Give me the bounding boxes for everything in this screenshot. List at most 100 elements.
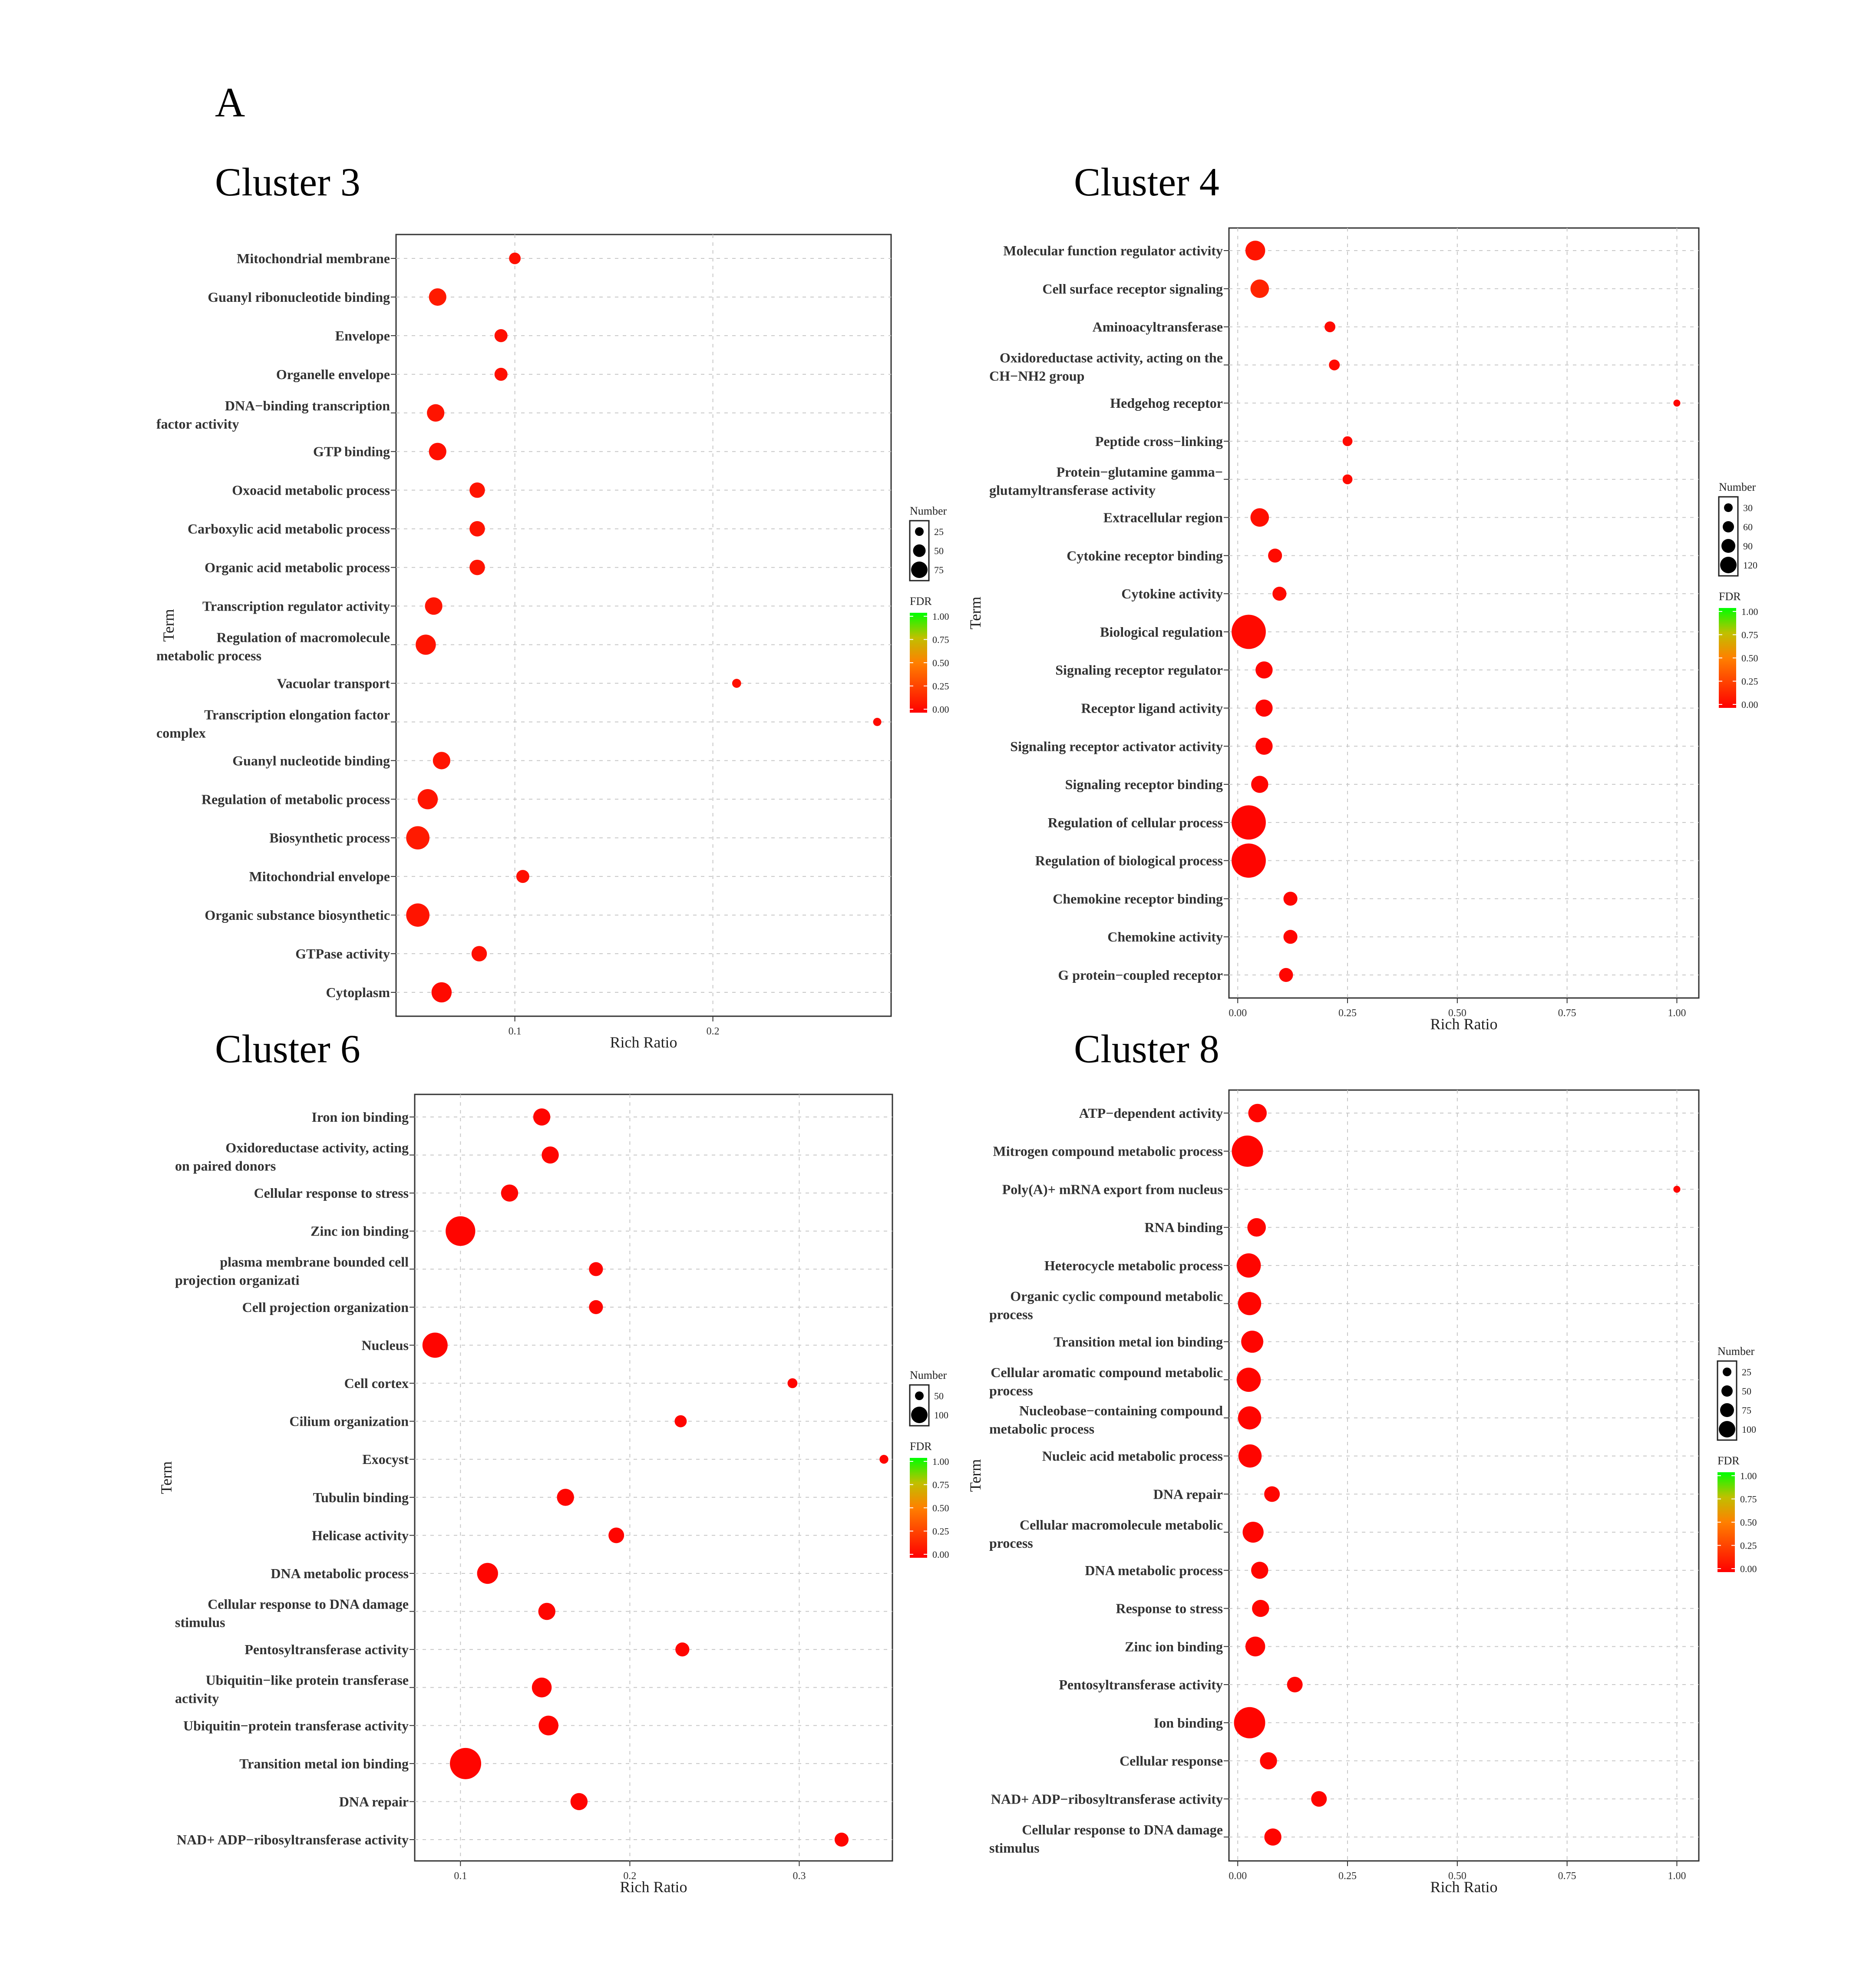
- term-label: Envelope: [335, 328, 390, 344]
- data-point: [422, 1332, 448, 1358]
- term-label: Regulation of metabolic process: [201, 791, 390, 807]
- x-tick-label: 0.3: [793, 1870, 806, 1882]
- color-legend-label: 0.00: [932, 704, 949, 715]
- data-point: [469, 559, 485, 575]
- size-legend-dot: [911, 562, 928, 578]
- color-legend-label: 0.50: [932, 1503, 949, 1513]
- data-point: [1268, 548, 1282, 563]
- size-legend-dot: [1724, 503, 1733, 512]
- data-point: [879, 1455, 888, 1464]
- color-legend-label: 0.00: [1740, 1563, 1757, 1574]
- color-legend-label: 0.75: [1741, 630, 1758, 641]
- term-label: Exocyst: [362, 1451, 409, 1467]
- data-point: [1247, 1218, 1266, 1237]
- data-point: [1252, 1599, 1269, 1617]
- color-legend-label: 0.50: [1740, 1517, 1757, 1528]
- x-tick-label: 0.2: [623, 1870, 636, 1882]
- data-point: [1245, 241, 1265, 261]
- chart-title: Cluster 4: [1074, 160, 1219, 204]
- size-legend-dot: [1721, 1385, 1733, 1397]
- x-tick-label: 0.00: [1229, 1870, 1247, 1882]
- data-point: [1311, 1791, 1327, 1807]
- data-point: [429, 443, 446, 460]
- size-legend-label: 50: [1742, 1386, 1751, 1397]
- size-legend-label: 50: [934, 545, 944, 556]
- data-point: [834, 1832, 849, 1847]
- term-label: Organic acid metabolic process: [205, 560, 390, 575]
- term-label: Receptor ligand activity: [1081, 700, 1223, 716]
- term-label: Cellular response: [1120, 1753, 1223, 1769]
- y-axis-label: Term: [967, 597, 984, 629]
- data-point: [1232, 615, 1266, 649]
- term-label: Organic cyclic compound metabolic process: [989, 1289, 1223, 1322]
- color-legend-label: 0.25: [932, 1526, 949, 1537]
- data-point: [1232, 1135, 1263, 1167]
- data-point: [433, 752, 451, 770]
- data-point: [1260, 1752, 1277, 1770]
- term-label: Signaling receptor regulator: [1055, 662, 1223, 678]
- size-legend-dot: [913, 544, 926, 557]
- term-label: Protein−glutamine gamma− glutamyltransfer…: [989, 464, 1223, 498]
- term-label: Iron ion binding: [311, 1109, 409, 1125]
- size-legend-label: 100: [1742, 1424, 1756, 1435]
- color-legend-title: FDR: [1717, 1454, 1740, 1467]
- size-legend-box: [909, 1384, 930, 1427]
- data-point: [608, 1527, 624, 1543]
- data-point: [427, 404, 445, 422]
- term-label: Ion binding: [1154, 1715, 1223, 1731]
- data-point: [446, 1216, 476, 1246]
- term-label: Nucleic acid metabolic process: [1042, 1448, 1223, 1464]
- data-point: [1245, 1636, 1265, 1657]
- x-axis-label: Rich Ratio: [1430, 1878, 1498, 1896]
- term-label: Organic substance biosynthetic: [205, 907, 390, 923]
- data-point: [1324, 321, 1336, 333]
- color-legend-label: 0.50: [1741, 653, 1758, 664]
- data-point: [416, 634, 436, 655]
- term-label: Transcription elongation factor complex: [156, 707, 390, 740]
- data-point: [417, 789, 438, 810]
- term-label: Oxidoreductase activity, acting on paired…: [175, 1140, 409, 1174]
- data-point: [1283, 930, 1298, 944]
- size-legend-label: 100: [934, 1410, 948, 1421]
- data-point: [450, 1748, 482, 1779]
- data-point: [1673, 400, 1681, 407]
- y-axis-label: Term: [160, 609, 177, 641]
- data-point: [509, 252, 521, 264]
- size-legend-title: Number: [1719, 481, 1756, 493]
- data-point: [1236, 1368, 1261, 1392]
- x-tick-label: 1.00: [1668, 1870, 1686, 1882]
- data-point: [406, 903, 429, 927]
- term-label: Carboxylic acid metabolic process: [188, 521, 390, 537]
- term-label: Regulation of macromolecule metabolic pro…: [156, 629, 390, 663]
- term-label: Transition metal ion binding: [1054, 1334, 1223, 1349]
- panel-label: A: [215, 79, 245, 126]
- chart-title: Cluster 8: [1074, 1027, 1219, 1071]
- size-legend-label: 25: [1742, 1367, 1751, 1378]
- data-point: [1342, 436, 1353, 446]
- data-point: [406, 826, 429, 850]
- term-label: Cytokine activity: [1121, 586, 1223, 601]
- term-label: ATP−dependent activity: [1079, 1105, 1223, 1121]
- term-label: DNA repair: [339, 1794, 409, 1809]
- term-label: Cell projection organization: [242, 1299, 409, 1315]
- term-label: Mitochondrial envelope: [249, 869, 390, 884]
- data-point: [732, 679, 741, 688]
- term-label: Oxoacid metabolic process: [232, 482, 390, 498]
- data-point: [1251, 776, 1268, 793]
- term-label: Cellular response to DNA damage stimulus: [989, 1822, 1223, 1856]
- x-tick-label: 1.00: [1668, 1008, 1686, 1019]
- term-label: Chemokine receptor binding: [1053, 891, 1223, 906]
- term-label: Poly(A)+ mRNA export from nucleus: [1002, 1181, 1223, 1197]
- term-label: Chemokine activity: [1107, 929, 1223, 945]
- term-label: Cellular response to stress: [254, 1185, 409, 1201]
- data-point: [674, 1415, 687, 1427]
- color-legend-label: 1.00: [932, 611, 949, 622]
- data-point: [1241, 1330, 1264, 1353]
- data-point: [1342, 474, 1353, 485]
- data-point: [1279, 968, 1293, 982]
- term-label: Transcription regulator activity: [202, 598, 390, 614]
